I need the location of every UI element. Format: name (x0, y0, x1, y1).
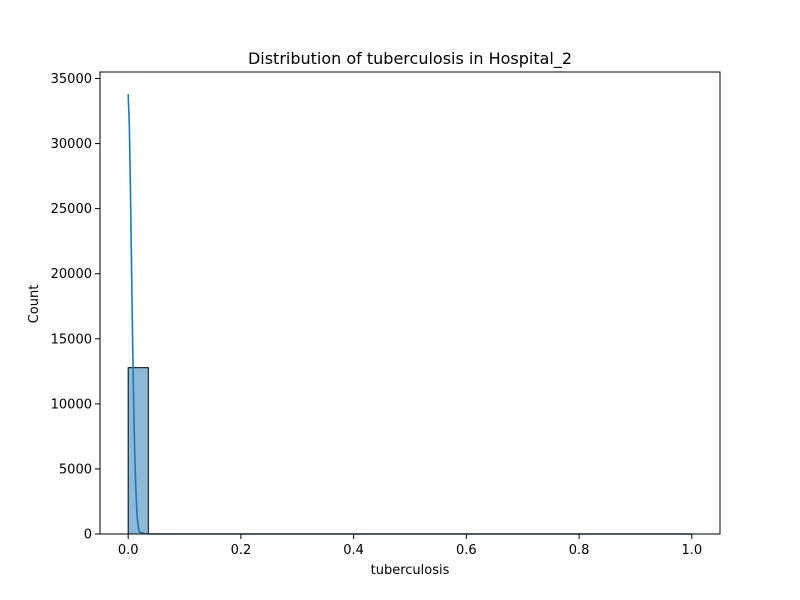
x-tick-label: 0.6 (456, 543, 477, 558)
y-axis-label: Count (27, 285, 42, 324)
x-axis-label: tuberculosis (371, 563, 450, 578)
y-tick-label: 20000 (51, 267, 92, 282)
x-tick-label: 0.2 (231, 543, 252, 558)
y-tick-label: 5000 (59, 462, 92, 477)
chart-title: Distribution of tuberculosis in Hospital… (248, 49, 572, 69)
plot-frame (99, 71, 721, 535)
y-tick-label: 15000 (51, 332, 92, 347)
y-tick-label: 25000 (51, 202, 92, 217)
x-tick-label: 1.0 (681, 543, 702, 558)
x-tick-label: 0.4 (343, 543, 364, 558)
y-tick-label: 35000 (51, 72, 92, 87)
y-tick-label: 0 (84, 528, 92, 543)
y-tick-label: 10000 (51, 397, 92, 412)
histogram-bar (127, 367, 149, 535)
x-tick-label: 0.8 (569, 543, 590, 558)
plot-area: 0.0 0.2 0.4 0.6 0.8 1.0 0 5000 10000 15000 20000 25… (51, 71, 721, 558)
x-tick-label: 0.0 (118, 543, 139, 558)
y-tick-label: 30000 (51, 137, 92, 152)
